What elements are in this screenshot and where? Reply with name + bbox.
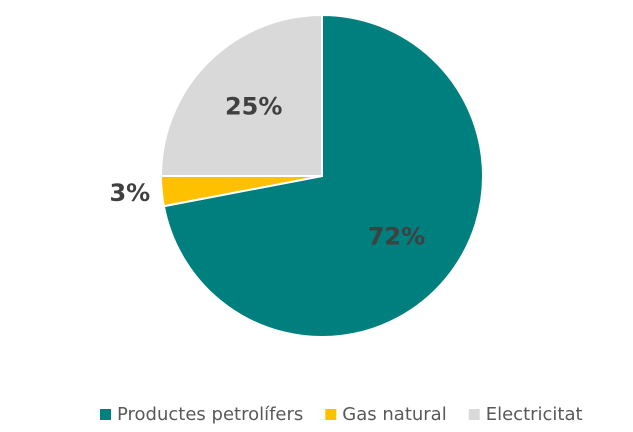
pie-slice	[162, 13, 484, 338]
value-label: 3%	[109, 179, 150, 207]
legend-swatch	[325, 409, 337, 420]
legend-swatch	[468, 409, 480, 420]
legend-label: Productes petrolífers	[117, 404, 303, 425]
value-label: 25%	[225, 93, 282, 121]
legend-label: Gas natural	[342, 404, 446, 425]
legend-label: Electricitat	[486, 404, 583, 425]
pie-slice	[159, 13, 323, 177]
legend-swatch	[100, 409, 111, 420]
value-label: 72%	[368, 223, 425, 251]
